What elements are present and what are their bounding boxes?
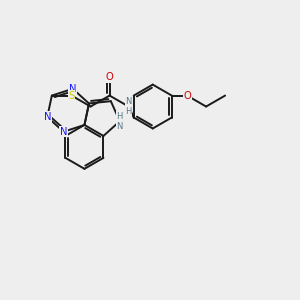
Text: H
N: H N: [117, 112, 123, 131]
Text: O: O: [106, 72, 113, 82]
Text: N
H: N H: [125, 97, 132, 116]
Text: N: N: [44, 112, 51, 122]
Text: N: N: [69, 84, 76, 94]
Text: N: N: [60, 127, 67, 137]
Text: S: S: [68, 91, 75, 100]
Text: O: O: [183, 91, 191, 100]
